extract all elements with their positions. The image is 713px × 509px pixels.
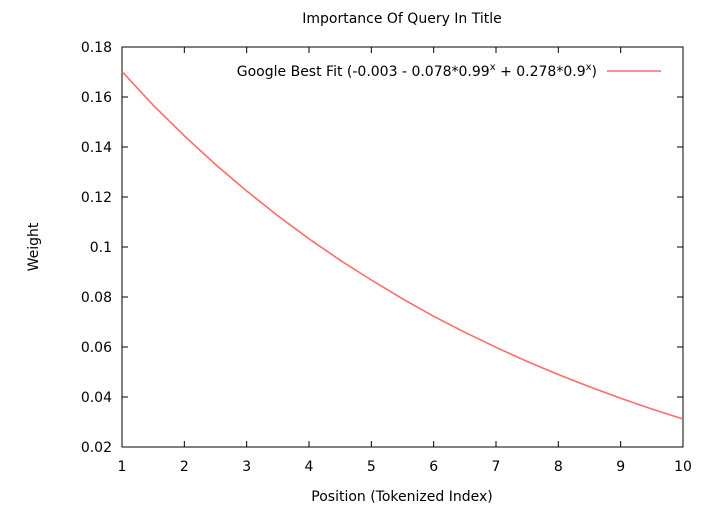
- y-tick-label: 0.14: [81, 140, 112, 156]
- x-tick-label: 7: [492, 459, 501, 475]
- y-tick-label: 0.08: [81, 290, 112, 306]
- x-tick-label: 9: [616, 459, 625, 475]
- y-axis-label: Weight: [26, 222, 42, 271]
- y-tick-label: 0.06: [81, 340, 112, 356]
- x-tick-label: 10: [674, 459, 692, 475]
- x-tick-label: 3: [242, 459, 251, 475]
- y-tick-labels: 0.02 0.04 0.06 0.08 0.1 0.12 0.14 0.16 0.18: [81, 40, 112, 456]
- plot-frame: [121, 46, 684, 448]
- x-axis-label: Position (Tokenized Index): [311, 489, 492, 505]
- y-tick-label: 0.16: [81, 90, 112, 106]
- legend-label-part: Google Best Fit (-0.003 - 0.078*0.99: [237, 64, 490, 80]
- x-tick-labels: 1 2 3 4 5 6 7 8 9 10: [118, 459, 692, 475]
- legend-label-part: + 0.278*0.9: [496, 64, 586, 80]
- legend-label-superscript: x: [490, 62, 496, 73]
- y-tick-label: 0.18: [81, 40, 112, 56]
- y-tick-label: 0.12: [81, 190, 112, 206]
- x-tick-label: 6: [429, 459, 438, 475]
- x-tick-label: 4: [305, 459, 314, 475]
- series-line: [121, 70, 684, 420]
- y-tick-label: 0.1: [90, 240, 112, 256]
- legend-label: Google Best Fit (-0.003 - 0.078*0.99x + …: [237, 62, 597, 80]
- x-tick-label: 8: [554, 459, 563, 475]
- axis-ticks: [121, 46, 684, 448]
- x-tick-label: 1: [118, 459, 127, 475]
- legend-label-part: ): [592, 64, 597, 80]
- y-tick-label: 0.02: [81, 440, 112, 456]
- chart-title: Importance Of Query In Title: [302, 11, 502, 27]
- legend-label-superscript: x: [586, 62, 592, 73]
- y-tick-label: 0.04: [81, 390, 112, 406]
- x-tick-label: 5: [367, 459, 376, 475]
- x-tick-label: 2: [180, 459, 189, 475]
- legend: Google Best Fit (-0.003 - 0.078*0.99x + …: [237, 62, 661, 80]
